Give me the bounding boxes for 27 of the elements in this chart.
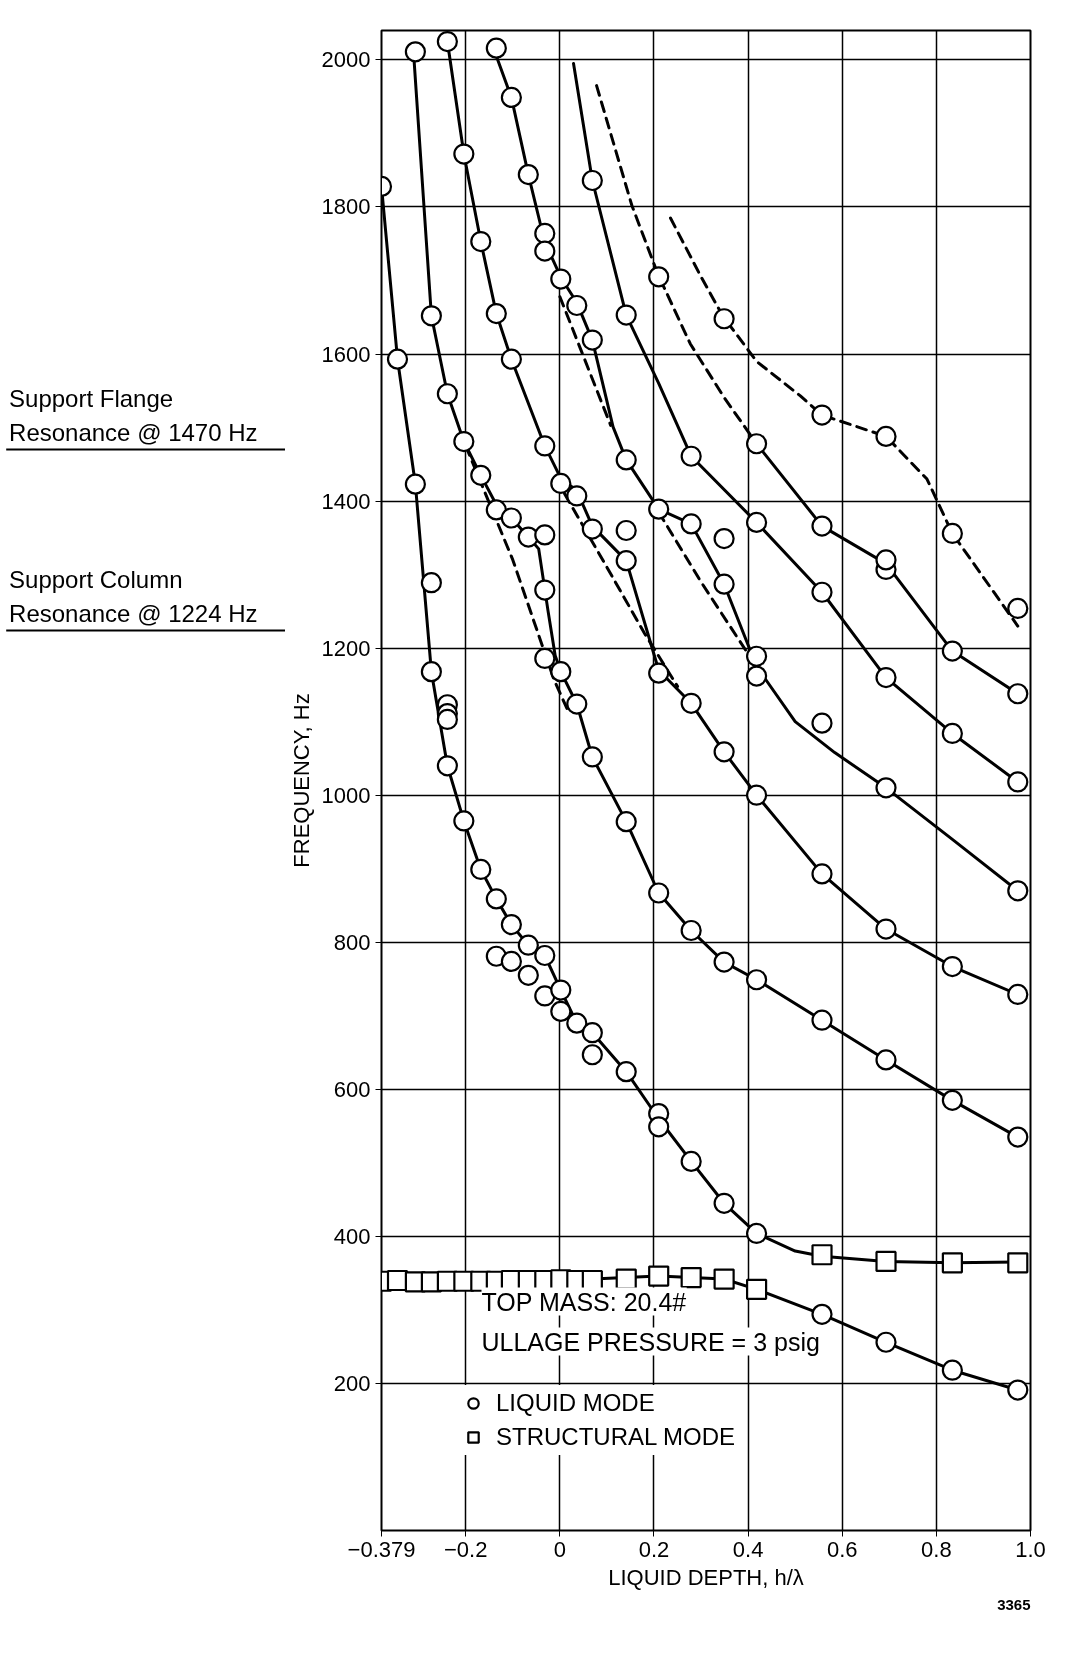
y-tick-label: 800: [333, 929, 371, 955]
legend-label: STRUCTURAL MODE: [496, 1423, 736, 1451]
ref-line-label: Support Flange Resonance @ 1470 Hz: [9, 384, 258, 446]
y-tick-label: 1000: [321, 782, 371, 808]
x-tick-label: 0.2: [638, 1536, 670, 1562]
annotation: TOP MASS: 20.4#: [481, 1287, 687, 1316]
x-tick-label: 0: [553, 1536, 566, 1562]
x-axis-title: LIQUID DEPTH, h/λ: [608, 1564, 804, 1590]
y-tick-label: 400: [333, 1223, 371, 1249]
y-tick-label: 1400: [321, 488, 371, 514]
y-tick-label: 1600: [321, 341, 371, 367]
ref-line-label: Support Column Resonance @ 1224 Hz: [9, 565, 258, 627]
x-tick-label: −0.379: [347, 1536, 416, 1562]
y-tick-label: 200: [333, 1370, 371, 1396]
y-tick-label: 1200: [321, 635, 371, 661]
x-tick-label: 0.8: [921, 1536, 952, 1562]
y-tick-label: 2000: [321, 47, 371, 73]
annotation: ULLAGE PRESSURE = 3 psig: [481, 1327, 820, 1356]
legend-label: LIQUID MODE: [496, 1389, 655, 1417]
text: 3365: [997, 1595, 1031, 1613]
y-tick-label: 600: [333, 1076, 371, 1102]
x-tick-label: 0.6: [826, 1536, 858, 1562]
y-axis-title: FREQUENCY, Hz: [288, 693, 314, 868]
y-tick-label: 1800: [321, 194, 371, 220]
x-tick-label: 0.4: [732, 1536, 764, 1562]
x-tick-label: −0.2: [444, 1536, 488, 1562]
x-tick-label: 1.0: [1015, 1536, 1046, 1562]
